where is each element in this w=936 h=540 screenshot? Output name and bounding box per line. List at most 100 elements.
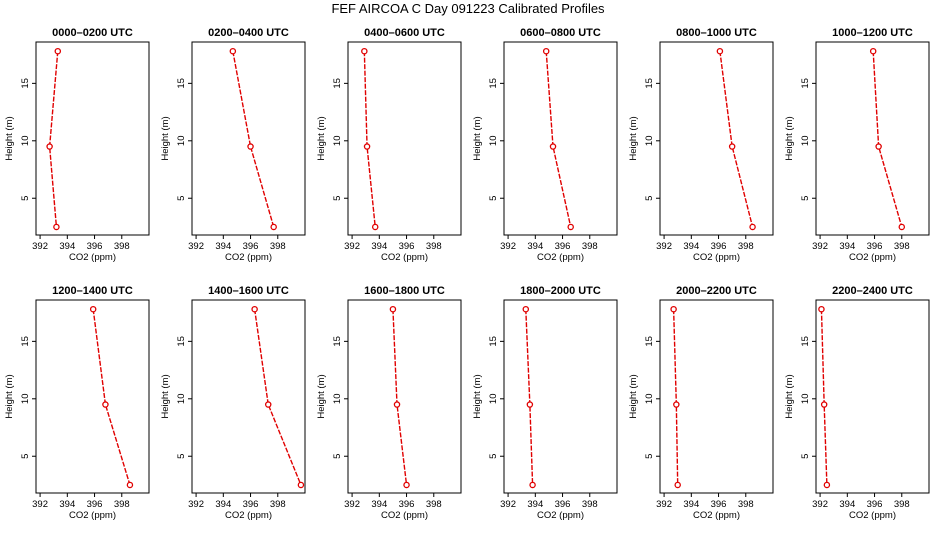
x-tick-label: 396 xyxy=(243,241,259,252)
y-tick-label: 10 xyxy=(176,394,187,405)
x-tick-label: 392 xyxy=(32,499,48,510)
profile-line xyxy=(719,51,754,228)
x-tick-label: 394 xyxy=(839,241,855,252)
profile-point xyxy=(297,481,305,489)
y-tick-label: 5 xyxy=(800,454,811,459)
y-tick-label: 10 xyxy=(644,136,655,147)
x-axis-label: CO2 (ppm) xyxy=(69,510,116,521)
profile-point xyxy=(875,143,882,150)
panel: 2000–2200 UTC 392 394 396 398 5 10 15 CO2 (ppm) H… xyxy=(628,285,774,521)
x-tick-label: 398 xyxy=(738,499,754,510)
y-tick-label: 10 xyxy=(332,136,343,147)
profile-point xyxy=(674,481,681,489)
y-tick-label: 10 xyxy=(488,394,499,405)
profile-line xyxy=(820,309,828,485)
y-tick-label: 5 xyxy=(332,454,343,459)
x-tick-label: 396 xyxy=(87,499,103,510)
plot-frame xyxy=(503,299,618,494)
x-tick-label: 392 xyxy=(656,499,672,510)
plot-frame xyxy=(191,41,306,236)
x-tick-label: 394 xyxy=(527,499,543,510)
plot-frame xyxy=(35,299,150,494)
x-axis-label: CO2 (ppm) xyxy=(537,252,584,263)
panel-title: 1400–1600 UTC xyxy=(208,285,289,297)
y-tick-label: 5 xyxy=(800,196,811,201)
profile-point xyxy=(670,305,677,313)
profile-line xyxy=(392,309,408,486)
profile-point xyxy=(102,401,109,408)
plot-frame xyxy=(503,41,618,236)
profile-point xyxy=(229,47,237,55)
profile-point xyxy=(251,305,258,313)
plot-frame xyxy=(659,41,774,236)
x-tick-label: 392 xyxy=(500,499,516,510)
profile-point xyxy=(270,223,277,231)
x-tick-label: 398 xyxy=(582,499,598,510)
x-tick-label: 396 xyxy=(399,241,415,252)
profile-point xyxy=(526,401,534,408)
y-tick-label: 5 xyxy=(332,196,343,201)
profile-point xyxy=(389,305,397,313)
panel: 1800–2000 UTC 392 394 396 398 5 10 15 CO2 (ppm) H… xyxy=(472,285,618,521)
y-tick-label: 5 xyxy=(176,196,187,201)
profile-line xyxy=(92,309,131,486)
panel: 0600–0800 UTC 392 394 396 398 5 10 15 CO2 (ppm) H… xyxy=(472,27,618,263)
profile-point xyxy=(728,143,736,150)
profile-point xyxy=(371,223,379,231)
profile-point xyxy=(567,223,574,231)
profile-line xyxy=(545,51,572,228)
y-tick-label: 5 xyxy=(644,454,655,459)
panel-title: 0000–0200 UTC xyxy=(52,27,133,39)
y-axis-label: Height (m) xyxy=(316,374,327,418)
x-axis-label: CO2 (ppm) xyxy=(693,252,740,263)
profile-line xyxy=(672,309,679,485)
figure-title: FEF AIRCOA C Day 091223 Calibrated Profi… xyxy=(331,1,605,16)
profile-point xyxy=(403,481,410,489)
profile-point xyxy=(393,401,401,408)
panel-title: 0400–0600 UTC xyxy=(364,27,445,39)
panel-title: 1600–1800 UTC xyxy=(364,285,445,297)
x-tick-label: 398 xyxy=(738,241,754,252)
x-tick-label: 392 xyxy=(656,241,672,252)
x-tick-label: 394 xyxy=(215,241,231,252)
plot-frame xyxy=(191,299,306,494)
profile-point xyxy=(53,223,60,231)
y-tick-label: 10 xyxy=(20,394,31,405)
x-axis-label: CO2 (ppm) xyxy=(225,510,272,521)
y-tick-label: 10 xyxy=(176,136,187,147)
y-axis-label: Height (m) xyxy=(4,374,15,418)
x-tick-label: 398 xyxy=(270,241,286,252)
y-tick-label: 5 xyxy=(176,454,187,459)
y-tick-label: 15 xyxy=(332,336,343,347)
x-tick-label: 398 xyxy=(582,241,598,252)
x-tick-label: 396 xyxy=(243,499,259,510)
panel-title: 0200–0400 UTC xyxy=(208,27,289,39)
x-tick-label: 398 xyxy=(426,499,442,510)
x-tick-label: 392 xyxy=(32,241,48,252)
y-axis-label: Height (m) xyxy=(784,374,795,418)
x-tick-label: 394 xyxy=(59,499,75,510)
y-tick-label: 15 xyxy=(488,78,499,89)
x-axis-label: CO2 (ppm) xyxy=(849,510,896,521)
y-tick-label: 15 xyxy=(644,78,655,89)
x-tick-label: 392 xyxy=(812,241,828,252)
profile-point xyxy=(46,143,53,150)
x-tick-label: 394 xyxy=(59,241,75,252)
y-axis-label: Height (m) xyxy=(784,116,795,160)
y-tick-label: 10 xyxy=(644,394,655,405)
y-tick-label: 10 xyxy=(488,136,499,147)
profile-point xyxy=(549,143,557,150)
profile-line xyxy=(253,309,302,486)
panels-grid: 0000–0200 UTC 392 394 396 398 5 10 15 CO2 (ppm) H… xyxy=(4,27,930,521)
x-tick-label: 398 xyxy=(270,499,286,510)
panel: 0400–0600 UTC 392 394 396 398 5 10 15 CO2 (ppm) H… xyxy=(316,27,462,263)
profile-line xyxy=(48,51,59,228)
x-tick-label: 398 xyxy=(894,499,910,510)
x-tick-label: 394 xyxy=(683,241,699,252)
x-tick-label: 394 xyxy=(839,499,855,510)
y-tick-label: 15 xyxy=(20,78,31,89)
x-tick-label: 394 xyxy=(527,241,543,252)
y-axis-label: Height (m) xyxy=(628,116,639,160)
y-axis-label: Height (m) xyxy=(628,374,639,418)
